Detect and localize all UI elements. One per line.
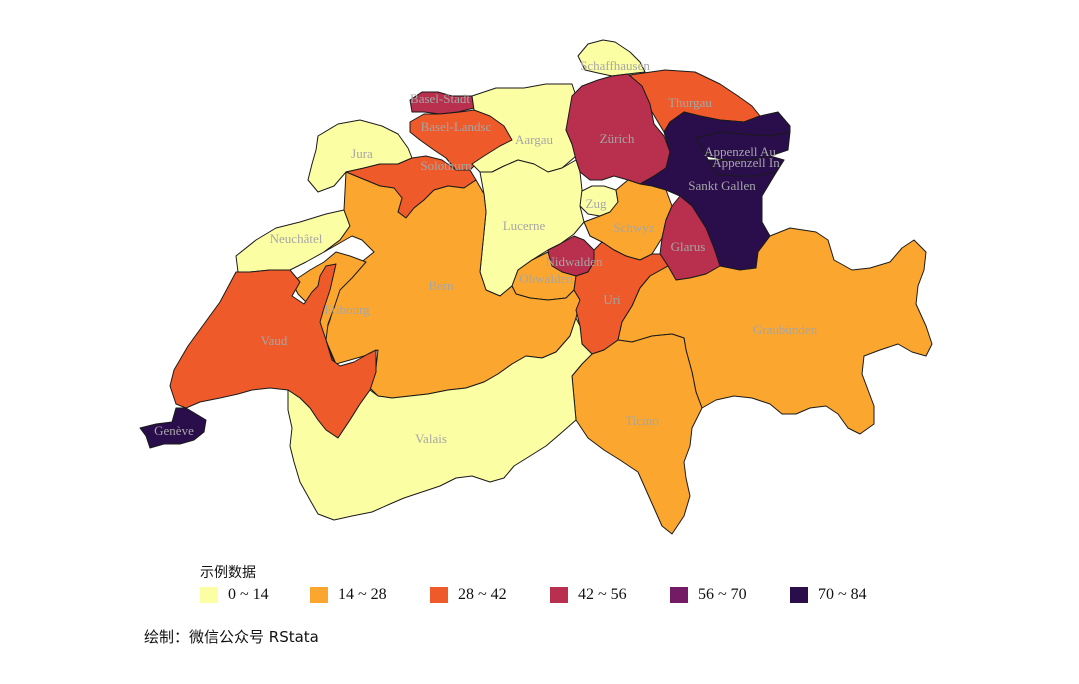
legend-title: 示例数据 [200, 565, 256, 581]
canton-vaud [169, 263, 377, 439]
canton-label: Vaud [261, 333, 288, 348]
legend-swatch [430, 587, 448, 603]
legend-item: 14 ~ 28 [310, 586, 387, 604]
legend-item: 42 ~ 56 [550, 586, 627, 604]
canton-label: Genève [154, 423, 194, 438]
legend-label: 0 ~ 14 [228, 586, 269, 603]
canton-graub-nden [617, 227, 933, 435]
canton-label: Jura [351, 146, 373, 161]
legend-label: 70 ~ 84 [818, 586, 867, 603]
legend-swatch [200, 587, 218, 603]
canton-label: Graubünden [753, 322, 818, 337]
canton-label: Sankt Gallen [688, 178, 756, 193]
legend-item: 70 ~ 84 [790, 586, 867, 604]
canton-label: Uri [603, 292, 621, 307]
canton-label: Schwyz [613, 220, 654, 235]
legend-label: 42 ~ 56 [578, 586, 627, 603]
canton-label: Appenzell Au [704, 144, 776, 159]
legend-label: 56 ~ 70 [698, 586, 747, 603]
canton-label: Lucerne [503, 218, 546, 233]
canton-label: Aargau [515, 132, 554, 147]
legend-label: 14 ~ 28 [338, 586, 387, 603]
canton-label: Zug [586, 196, 607, 211]
canton-gen-ve [139, 407, 207, 449]
canton-label: Ticino [625, 413, 658, 428]
canton-label: Zürich [600, 131, 635, 146]
canton-label: Solothurn [420, 158, 472, 173]
canton-label: Valais [415, 431, 447, 446]
canton-label: Schaffhausen [580, 58, 650, 73]
legend-label: 28 ~ 42 [458, 586, 507, 603]
canton-label: Obwalden [519, 271, 573, 286]
legend-swatch [670, 587, 688, 603]
canton-ticino [571, 333, 703, 535]
canton-label: Nidwalden [545, 254, 603, 269]
canton-label: Thurgau [668, 95, 712, 110]
canton-sankt-gallen [639, 111, 791, 271]
canton-label: Neuchâtel [270, 231, 323, 246]
canton-valais [287, 317, 593, 521]
legend-item: 0 ~ 14 [200, 586, 269, 604]
legend-item: 56 ~ 70 [670, 586, 747, 604]
legend-swatch [550, 587, 568, 603]
canton-label: Basel-Landsc [421, 119, 492, 134]
canton-label: Appenzell In [712, 155, 780, 170]
canton-label: Bern [428, 278, 454, 293]
legend: 示例数据 0 ~ 14 14 ~ 28 28 ~ 42 42 ~ 56 56 ~ 70 7… [200, 562, 900, 612]
canton-labels-layer: Schaffhausen Basel-Stadt Basel-Landsc Thurg… [154, 58, 817, 446]
canton-label: Basel-Stadt [410, 91, 470, 106]
canton-label: Fribourg [324, 302, 370, 317]
legend-swatch [790, 587, 808, 603]
caption: 绘制：微信公众号 RStata [144, 628, 319, 646]
cantons-layer [139, 39, 933, 535]
legend-item: 28 ~ 42 [430, 586, 507, 604]
canton-label: Glarus [671, 239, 706, 254]
canton-schaffhausen [577, 39, 646, 77]
legend-swatch [310, 587, 328, 603]
